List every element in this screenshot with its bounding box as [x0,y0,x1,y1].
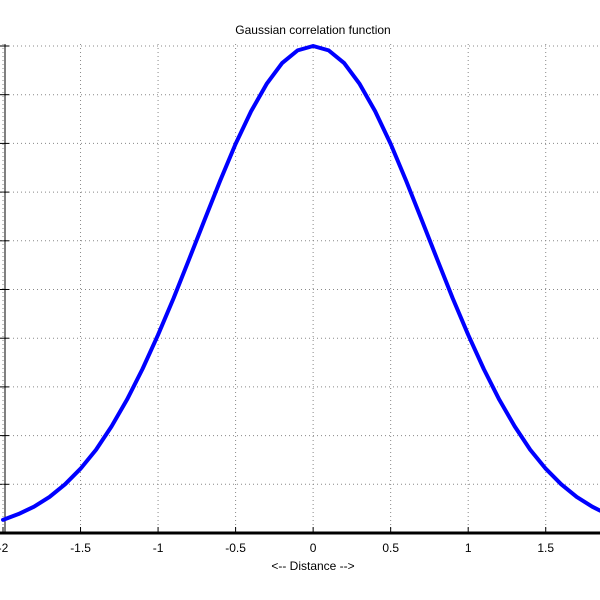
data-line [1,44,600,522]
x-tick-label: -0.5 [225,541,246,555]
x-tick-label: -1 [153,541,164,555]
x-tick-label: 0.5 [382,541,399,555]
x-tick-label: 0 [310,541,317,555]
x-tick-label: 1.5 [537,541,554,555]
x-tick-label: -2 [0,541,9,555]
chart-title: Gaussian correlation function [235,23,390,37]
x-tick-label: 1 [465,541,472,555]
x-axis-label: <-- Distance --> [271,559,354,573]
x-tick-label: -1.5 [70,541,91,555]
